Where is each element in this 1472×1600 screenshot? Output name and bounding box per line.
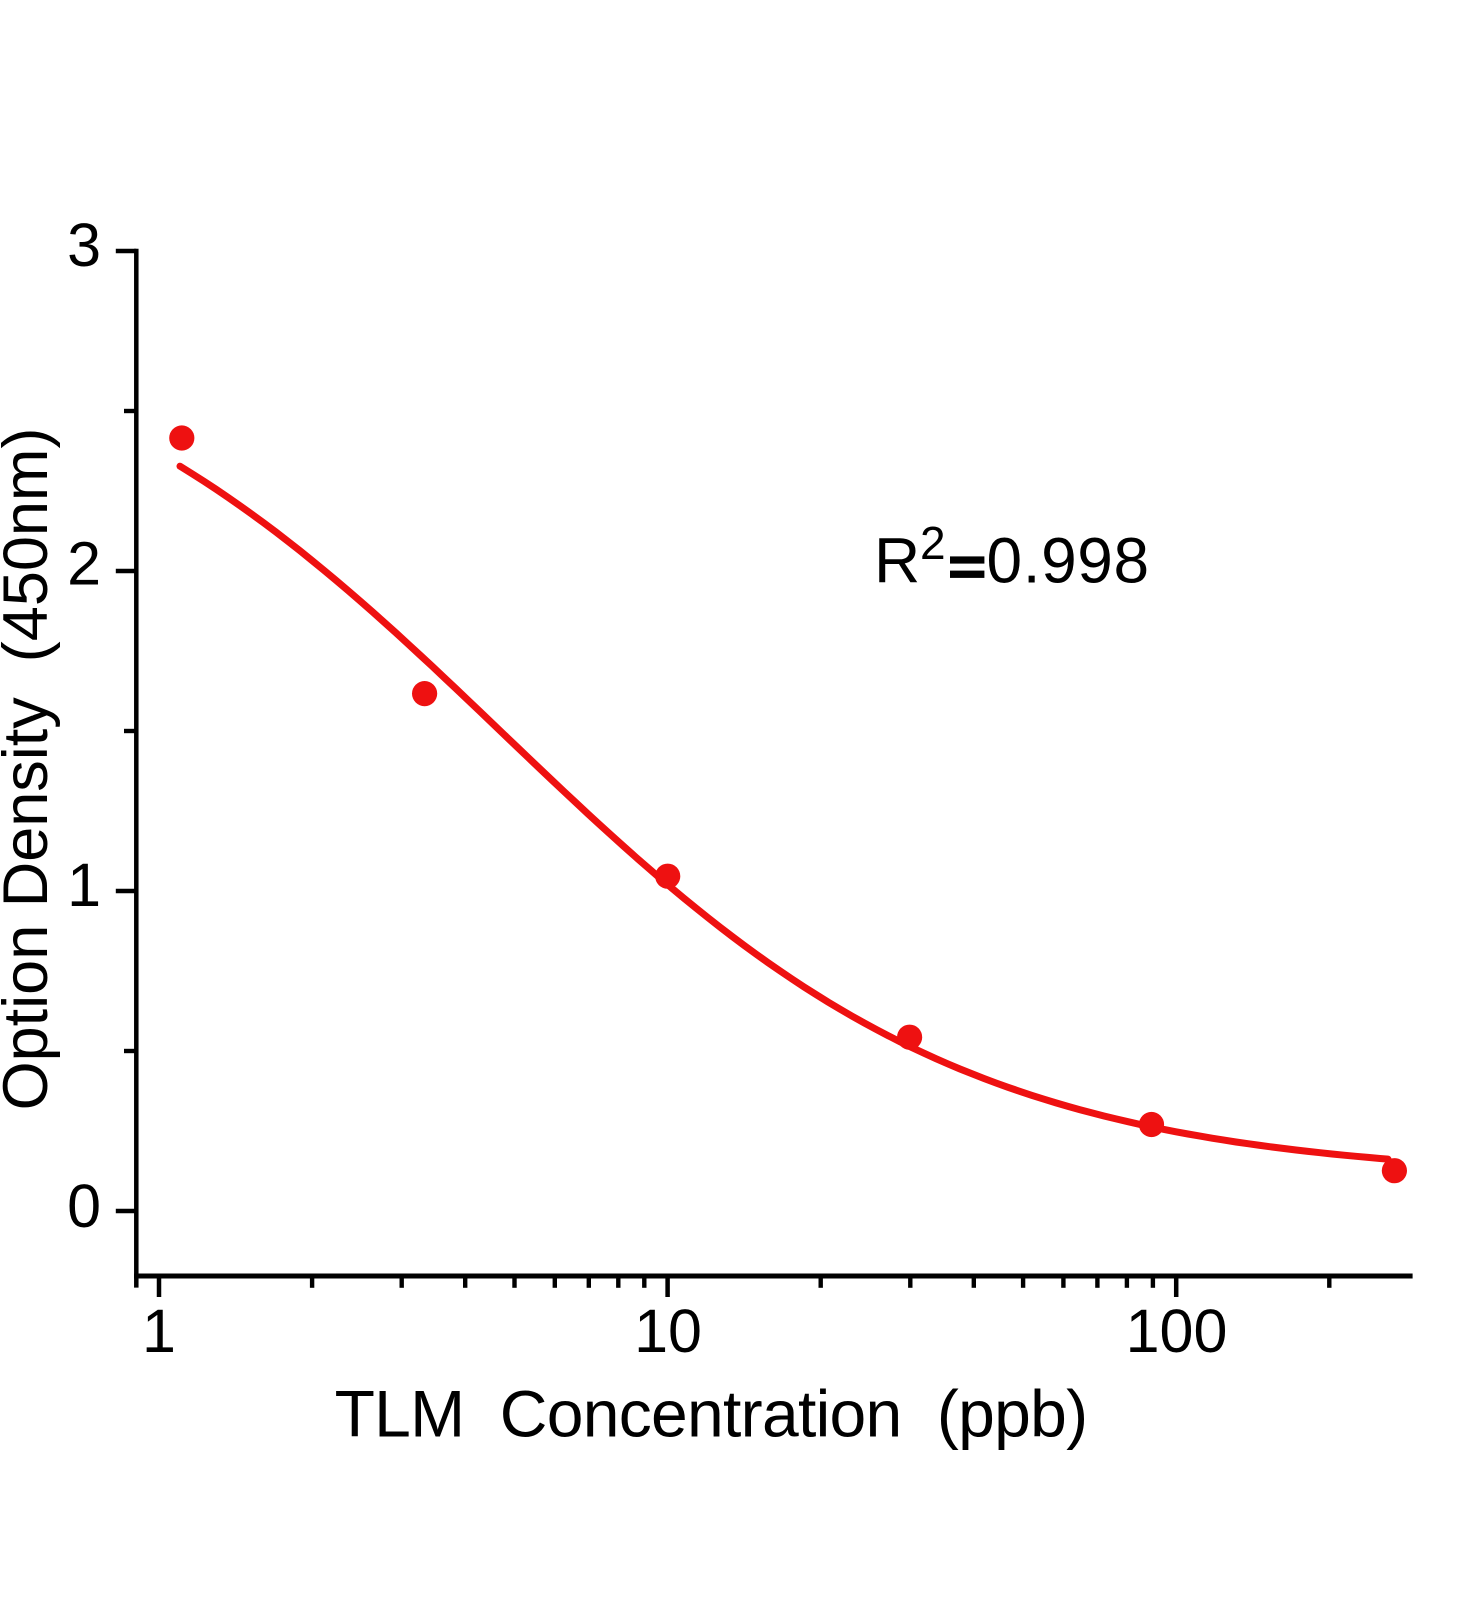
- svg-text:Option Density (450nm): Option Density (450nm): [0, 428, 61, 1111]
- svg-text:2: 2: [67, 530, 101, 598]
- svg-text:100: 100: [1126, 1297, 1228, 1365]
- svg-text:TLM Concentration (ppb): TLM Concentration (ppb): [335, 1377, 1088, 1451]
- svg-text:1: 1: [142, 1297, 176, 1365]
- svg-text:1: 1: [67, 851, 101, 919]
- svg-text:3: 3: [67, 211, 101, 279]
- svg-text:2: 2: [920, 517, 946, 569]
- svg-text:0.998: 0.998: [987, 525, 1150, 597]
- svg-text:0: 0: [67, 1172, 101, 1240]
- svg-text:R: R: [874, 525, 920, 597]
- svg-text:10: 10: [634, 1297, 702, 1365]
